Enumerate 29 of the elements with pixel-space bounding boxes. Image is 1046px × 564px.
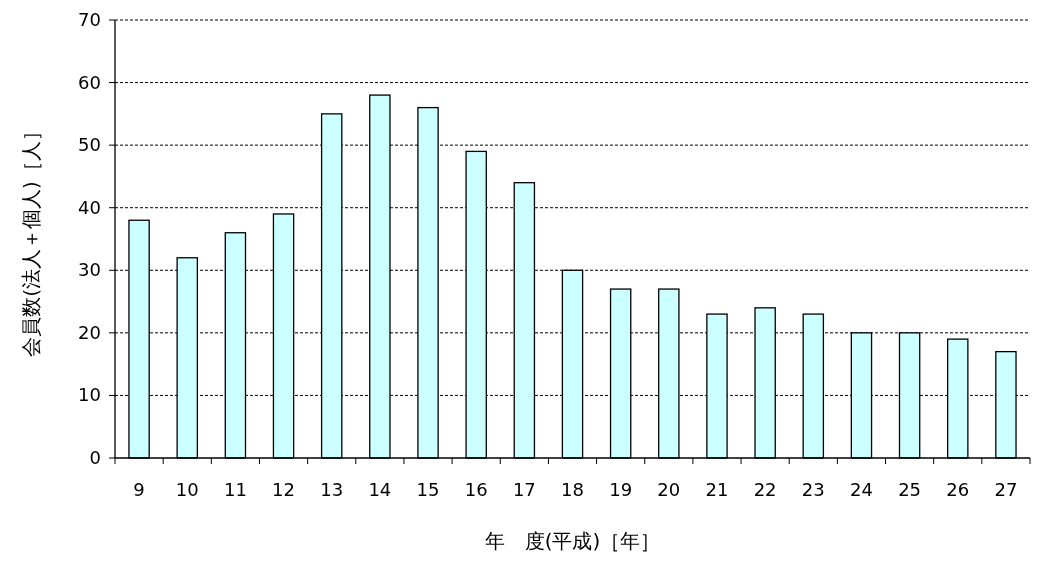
x-tick-label: 19 [609, 479, 633, 500]
x-axis-title: 年 度(平成)［年］ [484, 529, 661, 553]
y-tick-label: 70 [78, 9, 101, 30]
x-tick-label: 14 [368, 479, 392, 500]
x-tick-label: 16 [464, 479, 488, 500]
y-axis-title: 会員数(法人＋個人)［人］ [19, 121, 43, 357]
x-tick-label: 24 [849, 479, 873, 500]
x-tick-label: 25 [898, 479, 922, 500]
x-tick-label: 20 [657, 479, 681, 500]
x-tick-label: 21 [705, 479, 729, 500]
x-tick-label: 22 [753, 479, 777, 500]
x-tick-label: 26 [946, 479, 970, 500]
y-tick-label: 30 [78, 259, 101, 281]
x-tick-label: 17 [512, 479, 536, 500]
x-tick-label: 9 [133, 479, 145, 500]
x-tick-label: 13 [320, 479, 344, 500]
y-tick-label: 20 [78, 321, 101, 343]
x-tick-label: 10 [175, 479, 199, 500]
x-tick-label: 11 [223, 479, 247, 500]
x-tick-label: 18 [561, 479, 584, 500]
x-tick-label: 12 [272, 479, 296, 500]
y-tick-label: 60 [78, 71, 101, 93]
x-tick-label: 27 [994, 479, 1018, 500]
y-tick-label: 40 [78, 196, 101, 218]
x-tick-label: 23 [801, 479, 825, 500]
y-tick-label: 50 [78, 134, 101, 156]
y-tick-label: 0 [89, 447, 101, 468]
x-tick-label: 15 [416, 479, 440, 500]
y-tick-label: 10 [78, 384, 101, 406]
